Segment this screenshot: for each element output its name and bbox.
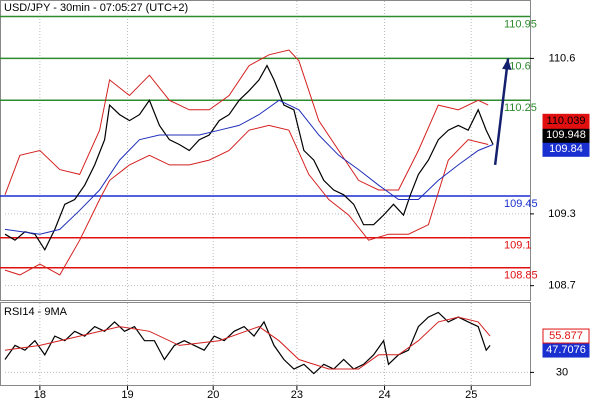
main-panel-frame bbox=[0, 0, 531, 301]
y-tick-label: 109.3 bbox=[548, 208, 576, 220]
price-tag-label: 109.84 bbox=[549, 143, 583, 155]
level-label: 110.25 bbox=[504, 102, 537, 114]
forecast-arrowhead bbox=[502, 58, 512, 70]
x-tick-label: 25 bbox=[465, 389, 477, 400]
x-tick-label: 23 bbox=[291, 389, 303, 400]
y-tick-label: 30 bbox=[556, 366, 568, 378]
price-tag bbox=[542, 113, 590, 129]
x-tick-label: 24 bbox=[378, 389, 390, 400]
series-line bbox=[4, 311, 491, 375]
x-tick-label: 18 bbox=[34, 389, 46, 400]
chart-title: USD/JPY - 30min - 07:05:27 (UTC+2) bbox=[4, 2, 188, 14]
level-label: 109.1 bbox=[504, 240, 532, 252]
level-label: 109.45 bbox=[504, 198, 538, 210]
rsi-title: RSI14 - 9MA bbox=[4, 306, 68, 318]
series-line bbox=[4, 316, 491, 370]
level-label: 108.85 bbox=[504, 270, 538, 282]
rsi-panel-frame bbox=[0, 302, 531, 386]
price-tag-label: 47.7076 bbox=[546, 344, 586, 356]
y-tick-label: 108.7 bbox=[548, 280, 576, 292]
series-line bbox=[4, 99, 494, 235]
series-line bbox=[4, 49, 489, 195]
level-label: 110.95 bbox=[504, 18, 537, 30]
x-tick-label: 19 bbox=[121, 389, 133, 400]
x-tick-label: 20 bbox=[207, 389, 219, 400]
forecast-line bbox=[493, 58, 510, 166]
series-line bbox=[4, 124, 489, 276]
series-line bbox=[4, 64, 494, 252]
y-tick-label: 110.6 bbox=[549, 52, 576, 64]
price-tag-label: 55.877 bbox=[549, 330, 583, 342]
price-tag-label: 109.948 bbox=[546, 129, 586, 141]
price-tag bbox=[542, 328, 590, 344]
price-tag-label: 110.039 bbox=[547, 115, 586, 127]
